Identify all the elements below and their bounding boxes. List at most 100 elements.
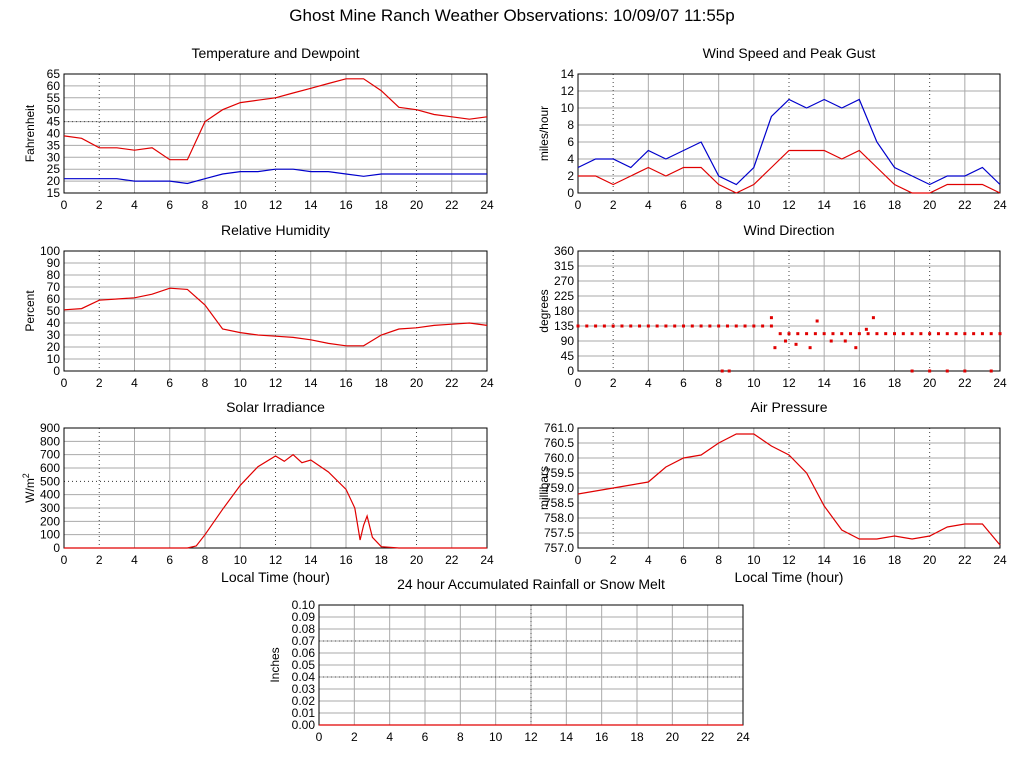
wind-speed-xtick-label: 4 bbox=[645, 198, 652, 212]
humidity-xtick-label: 12 bbox=[269, 376, 283, 390]
wind-direction-point bbox=[773, 346, 777, 350]
wind-direction-ytick-label: 315 bbox=[554, 259, 574, 273]
solar-xtick-label: 20 bbox=[410, 553, 424, 567]
humidity-xtick-label: 2 bbox=[96, 376, 103, 390]
wind-direction-ylabel: degrees bbox=[537, 289, 551, 332]
wind-speed-ytick-label: 6 bbox=[567, 135, 574, 149]
wind-speed-title: Wind Speed and Peak Gust bbox=[703, 45, 876, 61]
temperature-chart: Temperature and Dewpoint1520253035404550… bbox=[23, 45, 494, 212]
wind-direction-point bbox=[815, 319, 819, 323]
wind-direction-ytick-label: 360 bbox=[554, 244, 574, 258]
wind-speed-ytick-label: 0 bbox=[567, 186, 574, 200]
humidity-xtick-label: 22 bbox=[445, 376, 459, 390]
wind-direction-xtick-label: 22 bbox=[958, 376, 972, 390]
wind-direction-xtick-label: 24 bbox=[993, 376, 1007, 390]
rainfall-xtick-label: 16 bbox=[595, 730, 609, 744]
temperature-xtick-label: 24 bbox=[480, 198, 494, 212]
wind-direction-ytick-label: 135 bbox=[554, 319, 574, 333]
solar-ytick-label: 100 bbox=[40, 528, 60, 542]
temperature-xtick-label: 12 bbox=[269, 198, 283, 212]
wind-direction-xtick-label: 16 bbox=[853, 376, 867, 390]
solar-chart: Solar Irradiance010020030040050060070080… bbox=[21, 399, 494, 585]
temperature-ytick-label: 50 bbox=[47, 103, 61, 117]
wind-speed-xtick-label: 10 bbox=[747, 198, 761, 212]
wind-direction-point bbox=[761, 324, 765, 328]
wind-speed-ylabel: miles/hour bbox=[537, 106, 551, 161]
wind-speed-xtick-label: 14 bbox=[817, 198, 831, 212]
rainfall-ytick-label: 0.08 bbox=[292, 622, 316, 636]
wind-direction-point bbox=[708, 324, 712, 328]
wind-direction-point bbox=[638, 324, 642, 328]
page-title: Ghost Mine Ranch Weather Observations: 1… bbox=[289, 6, 735, 25]
wind-direction-point bbox=[945, 369, 949, 373]
wind-direction-point bbox=[857, 332, 861, 336]
solar-ytick-label: 700 bbox=[40, 448, 60, 462]
solar-xtick-label: 22 bbox=[445, 553, 459, 567]
wind-direction-point bbox=[963, 369, 967, 373]
rainfall-xtick-label: 14 bbox=[560, 730, 574, 744]
temperature-ytick-label: 30 bbox=[47, 150, 61, 164]
pressure-ytick-label: 759.0 bbox=[544, 481, 574, 495]
temperature-xtick-label: 8 bbox=[202, 198, 209, 212]
wind-direction-point bbox=[796, 332, 800, 336]
solar-xlabel: Local Time (hour) bbox=[221, 569, 330, 585]
wind-speed-xtick-label: 12 bbox=[782, 198, 796, 212]
temperature-ytick-label: 25 bbox=[47, 162, 61, 176]
temperature-ytick-label: 35 bbox=[47, 138, 61, 152]
solar-xtick-label: 10 bbox=[234, 553, 248, 567]
pressure-frame bbox=[577, 427, 1001, 549]
humidity-ytick-label: 70 bbox=[47, 280, 61, 294]
wind-direction-xtick-label: 12 bbox=[782, 376, 796, 390]
humidity-ytick-label: 50 bbox=[47, 304, 61, 318]
pressure-ytick-label: 757.0 bbox=[544, 541, 574, 555]
wind-speed-ytick-label: 14 bbox=[561, 67, 575, 81]
rainfall-ylabel: Inches bbox=[268, 647, 282, 682]
wind-direction-point bbox=[884, 332, 888, 336]
wind-direction-point bbox=[794, 342, 798, 346]
humidity-ytick-label: 100 bbox=[40, 244, 60, 258]
wind-direction-xtick-label: 4 bbox=[645, 376, 652, 390]
wind-direction-point bbox=[813, 332, 817, 336]
wind-direction-point bbox=[910, 332, 914, 336]
humidity-ytick-label: 40 bbox=[47, 316, 61, 330]
wind-direction-xtick-label: 6 bbox=[680, 376, 687, 390]
solar-frame bbox=[63, 427, 488, 549]
wind-direction-ytick-label: 180 bbox=[554, 304, 574, 318]
solar-ytick-label: 900 bbox=[40, 421, 60, 435]
solar-ylabel-sup: 2 bbox=[21, 473, 31, 478]
wind-speed-ytick-label: 8 bbox=[567, 118, 574, 132]
pressure-xtick-label: 12 bbox=[782, 553, 796, 567]
rainfall-xtick-label: 6 bbox=[422, 730, 429, 744]
rainfall-ytick-label: 0.03 bbox=[292, 682, 316, 696]
humidity-xtick-label: 24 bbox=[480, 376, 494, 390]
wind-speed-ytick-label: 2 bbox=[567, 169, 574, 183]
wind-direction-point bbox=[752, 324, 756, 328]
humidity-xtick-label: 10 bbox=[234, 376, 248, 390]
pressure-xlabel: Local Time (hour) bbox=[735, 569, 844, 585]
wind-direction-point bbox=[972, 332, 976, 336]
rainfall-xtick-label: 18 bbox=[630, 730, 644, 744]
humidity-ytick-label: 60 bbox=[47, 292, 61, 306]
temperature-series-line-0 bbox=[63, 78, 488, 161]
temperature-xtick-label: 20 bbox=[410, 198, 424, 212]
pressure-ytick-label: 757.5 bbox=[544, 526, 574, 540]
wind-direction-point bbox=[864, 327, 868, 331]
wind-direction-ytick-label: 0 bbox=[567, 364, 574, 378]
temperature-ytick-label: 65 bbox=[47, 67, 61, 81]
temperature-xtick-label: 4 bbox=[131, 198, 138, 212]
solar-xtick-label: 6 bbox=[166, 553, 173, 567]
wind-direction-point bbox=[980, 332, 984, 336]
humidity-ylabel: Percent bbox=[23, 290, 37, 332]
wind-direction-point bbox=[585, 324, 589, 328]
temperature-xtick-label: 22 bbox=[445, 198, 459, 212]
pressure-ytick-label: 760.0 bbox=[544, 451, 574, 465]
wind-direction-point bbox=[808, 346, 812, 350]
pressure-xtick-label: 6 bbox=[680, 553, 687, 567]
pressure-ytick-label: 761.0 bbox=[544, 421, 574, 435]
humidity-ytick-label: 20 bbox=[47, 340, 61, 354]
wind-direction-point bbox=[699, 324, 703, 328]
wind-direction-ylabel-text: degrees bbox=[537, 289, 551, 332]
wind-direction-point bbox=[646, 324, 650, 328]
